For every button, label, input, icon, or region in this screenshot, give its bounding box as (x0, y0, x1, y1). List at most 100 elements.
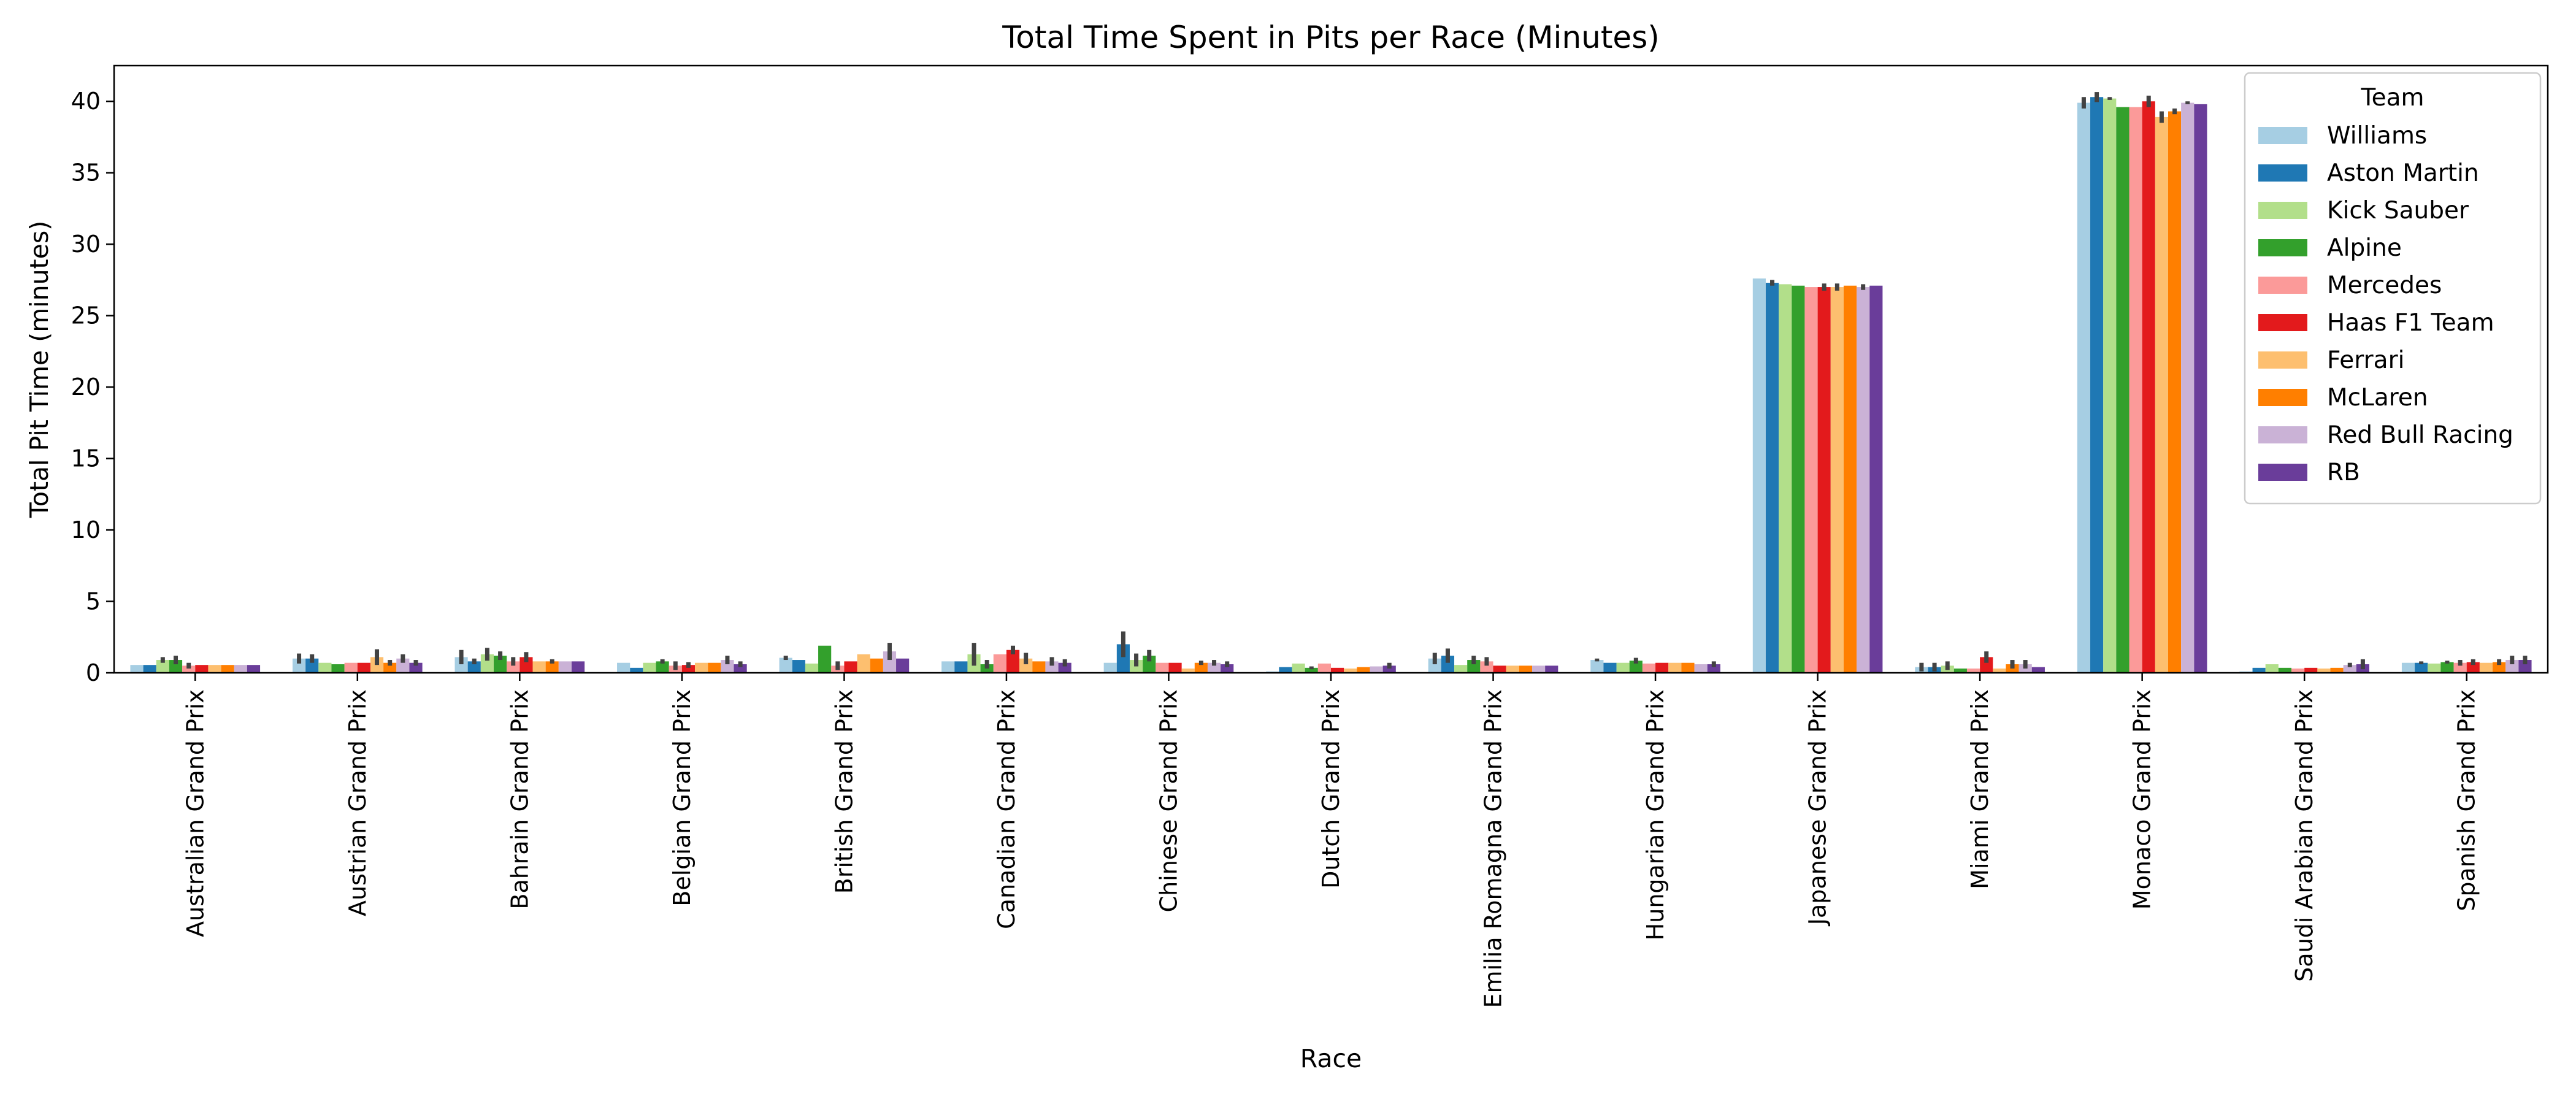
bar (779, 657, 792, 673)
bar (1519, 665, 1533, 673)
legend-swatch (2258, 351, 2307, 369)
legend-swatch (2258, 202, 2307, 219)
bar (2479, 662, 2493, 673)
y-tick-label: 5 (86, 588, 101, 615)
bar (292, 658, 306, 673)
bar (656, 661, 669, 673)
plot-frame (113, 64, 2549, 674)
legend-label: Williams (2327, 122, 2427, 150)
bar (2291, 669, 2305, 673)
bar (1694, 664, 1708, 673)
bar (1779, 284, 1792, 673)
bar (1668, 662, 1682, 673)
bar (630, 667, 643, 673)
bar (494, 656, 507, 673)
y-tick-label: 0 (86, 659, 101, 686)
x-axis-label: Race (1300, 1044, 1362, 1073)
bar (1292, 663, 1305, 673)
bar (156, 660, 169, 673)
x-tick-label: Dutch Grand Prix (1317, 689, 1344, 889)
bar (1317, 663, 1331, 673)
y-axis: 0 5 10 15 20 25 30 35 40 (71, 88, 114, 686)
bar (2415, 662, 2428, 673)
bar (2493, 662, 2506, 673)
bar (792, 660, 805, 673)
bar (221, 665, 234, 673)
bar (1603, 662, 1617, 673)
bar (1331, 667, 1344, 673)
bar (1103, 662, 1117, 673)
bar (344, 662, 358, 673)
bar (643, 662, 656, 673)
bar (2194, 104, 2207, 673)
bar (1116, 644, 1130, 673)
bar (1980, 657, 1993, 673)
bar (857, 654, 870, 673)
bar (1467, 660, 1481, 673)
chart-title: Total Time Spent in Pits per Race (Minut… (1002, 20, 1660, 55)
bar (331, 664, 345, 673)
bar (519, 657, 533, 673)
bar (1279, 667, 1292, 673)
bar (1857, 287, 1870, 673)
bar (2168, 111, 2182, 673)
y-tick-label: 40 (71, 88, 101, 115)
bar (617, 662, 631, 673)
y-axis-label: Total Pit Time (minutes) (25, 221, 54, 518)
bar (734, 664, 747, 673)
bar (1207, 662, 1221, 673)
y-tick-label: 30 (71, 231, 101, 258)
bar (1804, 287, 1818, 673)
bar (2518, 660, 2532, 673)
bar (195, 665, 209, 673)
bars-layer (130, 97, 2532, 673)
bar (883, 651, 897, 673)
bar (954, 661, 968, 673)
bar (234, 665, 247, 673)
bar (2330, 667, 2344, 673)
legend-swatch (2258, 314, 2307, 331)
bar (383, 662, 397, 673)
bar (1441, 656, 1455, 673)
bar (1765, 283, 1779, 673)
bar (1532, 665, 1546, 673)
bar (1045, 661, 1059, 673)
bar (1143, 656, 1156, 673)
bar (1221, 664, 1234, 673)
bar (941, 661, 955, 673)
x-tick-label: Chinese Grand Prix (1156, 689, 1183, 912)
bar (2129, 107, 2142, 673)
bar (558, 661, 572, 673)
bar (130, 665, 144, 673)
bar (2077, 102, 2091, 673)
bar (708, 662, 721, 673)
bar (870, 658, 883, 673)
bar (545, 661, 559, 673)
bar (1370, 666, 1383, 673)
bar (1344, 669, 1357, 673)
bar (169, 660, 183, 673)
bar (571, 661, 585, 673)
x-tick-label: Emilia Romagna Grand Prix (1480, 689, 1507, 1008)
bar (1181, 669, 1195, 673)
bar (721, 660, 734, 673)
y-tick-label: 20 (71, 374, 101, 401)
x-axis: Australian Grand Prix Austrian Grand Prix… (182, 673, 2480, 1008)
bar (1058, 662, 1071, 673)
bar (208, 665, 221, 673)
bar (1752, 278, 1766, 673)
legend-label: McLaren (2327, 384, 2428, 412)
x-tick-label: British Grand Prix (830, 689, 857, 894)
bar (1966, 669, 1980, 673)
bar (1616, 662, 1630, 673)
bar (2401, 662, 2415, 673)
bar (1156, 662, 1169, 673)
bar (2265, 664, 2279, 673)
x-tick-label: Austrian Grand Prix (344, 689, 371, 916)
legend-swatch (2258, 164, 2307, 182)
bar (2031, 667, 2045, 673)
legend-label: Alpine (2327, 234, 2402, 262)
bar (357, 662, 370, 673)
bar (1953, 669, 1967, 673)
